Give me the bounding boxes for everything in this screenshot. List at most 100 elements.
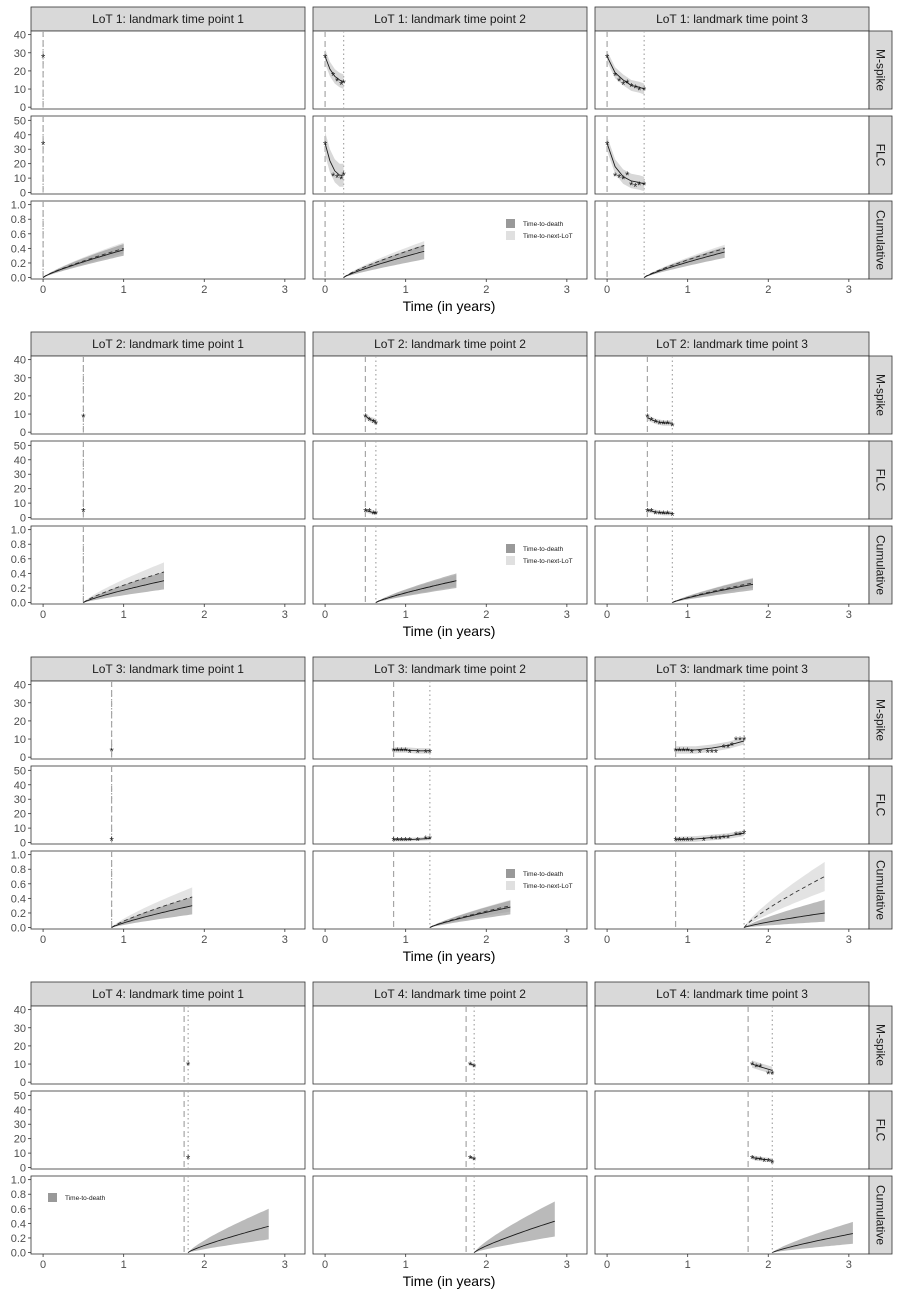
y-tick-label: 0.6 bbox=[11, 1204, 26, 1216]
observation-point: * bbox=[428, 748, 433, 760]
death-ci-band bbox=[111, 896, 193, 928]
panel-title-strip bbox=[312, 6, 588, 32]
row-strip-label: FLC bbox=[874, 469, 888, 492]
observation-point: * bbox=[657, 509, 662, 521]
y-tick-label: 0.6 bbox=[11, 229, 26, 241]
y-tick-label: 0.8 bbox=[11, 1189, 26, 1201]
y-tick-label: 30 bbox=[14, 469, 26, 481]
y-tick-label: 20 bbox=[14, 484, 26, 496]
fitted-trajectory bbox=[324, 56, 344, 83]
panel-title-strip bbox=[594, 6, 870, 32]
legend-label-death: Time-to-death bbox=[65, 1195, 106, 1202]
death-curve bbox=[42, 249, 124, 278]
observation-point: * bbox=[41, 52, 46, 64]
observation-point: * bbox=[734, 830, 739, 842]
y-tick-label: 1.0 bbox=[11, 200, 26, 212]
y-tick-label: 20 bbox=[14, 391, 26, 403]
observation-point: * bbox=[750, 1060, 755, 1072]
row-strip-label: M-spike bbox=[874, 49, 888, 91]
panel-plot-area bbox=[674, 851, 825, 929]
y-tick-label: 20 bbox=[14, 159, 26, 171]
x-tick-label: 2 bbox=[765, 934, 771, 946]
observation-point: * bbox=[718, 834, 723, 846]
panel-frame bbox=[30, 115, 306, 195]
panel-title-strip bbox=[594, 331, 870, 357]
y-tick-label: 0.2 bbox=[11, 908, 26, 920]
y-tick-label: 0.8 bbox=[11, 539, 26, 551]
y-tick-label: 50 bbox=[14, 1090, 26, 1102]
lot-group-4: LoT 4: landmark time point 1*010203040*0… bbox=[11, 981, 893, 1289]
row-strip-label: Cumulative bbox=[874, 535, 888, 595]
panel-frame bbox=[594, 200, 870, 280]
y-tick-label: 0.4 bbox=[11, 893, 26, 905]
panel-frame bbox=[30, 355, 306, 435]
observation-point: * bbox=[686, 746, 691, 758]
panel-mspike-1: * 0 10 20 30 40 bbox=[14, 680, 306, 764]
observation-point: * bbox=[754, 1062, 759, 1074]
x-tick-label: 1 bbox=[403, 934, 409, 946]
observation-point: * bbox=[633, 181, 638, 193]
y-tick-label: 30 bbox=[14, 794, 26, 806]
panel-frame bbox=[312, 200, 588, 280]
y-tick-label: 0.4 bbox=[11, 243, 26, 255]
panel-plot-area: ***** bbox=[323, 31, 346, 109]
observation-point: * bbox=[722, 742, 727, 754]
fitted-trajectory bbox=[606, 56, 645, 90]
observation-point: * bbox=[673, 746, 678, 758]
panel-flc-3: * * * * * * * bbox=[594, 440, 870, 523]
next-lot-curve bbox=[643, 247, 725, 278]
y-tick-label: 0 bbox=[20, 1163, 26, 1175]
fitted-trajectory bbox=[393, 838, 430, 841]
observation-point: * bbox=[670, 511, 675, 523]
death-curve bbox=[187, 1225, 269, 1253]
panel-plot-area: * * ** bbox=[363, 356, 379, 434]
death-curve bbox=[429, 906, 511, 928]
panel-plot-area: ********* bbox=[605, 31, 647, 109]
panel-mspike-3: * * * * * * * bbox=[594, 355, 870, 435]
observation-point: * bbox=[331, 171, 336, 183]
y-tick-label: 10 bbox=[14, 84, 26, 96]
observation-point: * bbox=[642, 85, 647, 97]
panel-mspike-1: * 0 10 20 30 40 bbox=[14, 355, 306, 439]
y-tick-label: 0 bbox=[20, 1077, 26, 1089]
observation-point: * bbox=[400, 746, 405, 758]
x-tick-label: 3 bbox=[282, 609, 288, 621]
death-ci-band bbox=[772, 1221, 853, 1253]
panel-flc-1: * 0 10 20 30 40 50 bbox=[14, 765, 306, 850]
observation-point: * bbox=[404, 836, 409, 848]
panel-frame bbox=[30, 525, 306, 605]
y-tick-label: 40 bbox=[14, 130, 26, 142]
y-tick-label: 0.0 bbox=[11, 923, 26, 935]
observation-point: * bbox=[698, 748, 703, 760]
x-tick-label: 1 bbox=[685, 609, 691, 621]
row-strip-label: M-spike bbox=[874, 699, 888, 741]
observation-point: * bbox=[637, 85, 642, 97]
row-strip bbox=[868, 1175, 893, 1255]
observation-point: * bbox=[339, 80, 344, 92]
observation-point: * bbox=[323, 52, 328, 64]
death-curve bbox=[643, 251, 725, 278]
death-ci-band bbox=[744, 899, 825, 928]
observation-point: * bbox=[710, 834, 715, 846]
observation-point: * bbox=[690, 748, 695, 760]
fitted-trajectory bbox=[469, 1063, 475, 1066]
observation-point: * bbox=[331, 71, 336, 83]
x-tick-label: 1 bbox=[121, 609, 127, 621]
lot-group-3: LoT 3: landmark time point 1*010203040*0… bbox=[11, 656, 893, 964]
y-tick-label: 50 bbox=[14, 440, 26, 452]
legend-swatch-death bbox=[48, 1193, 57, 1202]
x-tick-label: 3 bbox=[846, 1259, 852, 1271]
panel-plot-area bbox=[646, 526, 754, 604]
fitted-trajectory bbox=[675, 832, 745, 841]
fitted-trajectory bbox=[365, 415, 377, 422]
x-tick-label: 3 bbox=[846, 284, 852, 296]
row-strip-label: Cumulative bbox=[874, 1185, 888, 1245]
observation-point: * bbox=[416, 836, 421, 848]
legend: Time-to-death Time-to-next-LoT bbox=[506, 219, 573, 240]
panel-plot-area: * * ** bbox=[363, 441, 379, 519]
y-tick-label: 40 bbox=[14, 680, 26, 692]
observation-point: * bbox=[726, 833, 731, 845]
observation-point: * bbox=[408, 836, 413, 848]
x-tick-label: 2 bbox=[201, 1259, 207, 1271]
row-strip bbox=[868, 1090, 893, 1170]
